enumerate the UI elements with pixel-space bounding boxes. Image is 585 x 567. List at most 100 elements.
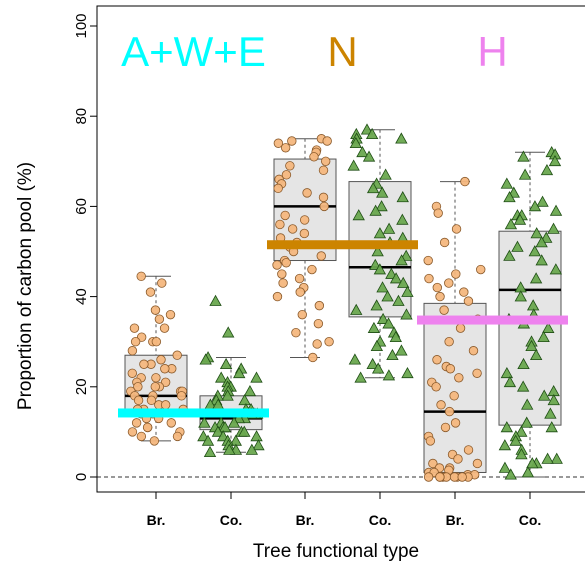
- data-point-broadleaf: [453, 454, 463, 464]
- data-point-broadleaf: [151, 337, 162, 347]
- data-point-conifer: [219, 357, 233, 370]
- data-point-conifer: [382, 222, 396, 234]
- data-point-broadleaf: [149, 436, 160, 446]
- data-point-conifer: [209, 294, 222, 306]
- data-point-conifer: [395, 344, 408, 356]
- data-point-broadleaf: [435, 472, 445, 482]
- points-layer: [126, 123, 563, 482]
- data-point-conifer: [386, 348, 399, 361]
- data-point-broadleaf: [145, 287, 156, 297]
- data-point-conifer: [382, 369, 396, 381]
- data-point-conifer: [503, 249, 516, 261]
- data-point-broadleaf: [146, 395, 157, 406]
- data-point-broadleaf: [285, 161, 295, 171]
- data-point-conifer: [500, 366, 514, 379]
- group-label: H: [477, 28, 507, 75]
- data-point-conifer: [516, 380, 530, 392]
- data-point-broadleaf: [172, 431, 183, 442]
- data-point-broadleaf: [127, 427, 138, 437]
- data-point-conifer: [545, 421, 558, 433]
- data-point-conifer: [238, 394, 251, 406]
- data-point-broadleaf: [439, 305, 449, 315]
- data-point-broadleaf: [439, 237, 450, 248]
- data-point-conifer: [518, 168, 532, 180]
- data-point-broadleaf: [160, 400, 171, 410]
- data-point-broadleaf: [129, 323, 140, 333]
- data-point-conifer: [370, 339, 384, 352]
- x-axis-label: Tree functional type: [253, 541, 419, 562]
- data-point-conifer: [392, 294, 405, 306]
- data-point-broadleaf: [472, 458, 483, 469]
- data-point-broadleaf: [460, 176, 470, 187]
- data-point-broadleaf: [278, 278, 288, 288]
- data-point-broadleaf: [280, 143, 291, 153]
- data-point-conifer: [544, 407, 557, 419]
- data-point-broadleaf: [139, 359, 149, 369]
- data-point-broadleaf: [449, 391, 459, 401]
- data-point-broadleaf: [150, 382, 160, 392]
- data-point-broadleaf: [324, 337, 334, 347]
- data-point-conifer: [503, 191, 516, 203]
- group-mean-bar: [417, 315, 568, 325]
- data-point-conifer: [397, 276, 410, 288]
- group-label: N: [327, 28, 357, 75]
- data-point-broadleaf: [287, 136, 297, 146]
- data-point-broadleaf: [172, 350, 182, 360]
- data-point-broadleaf: [423, 255, 433, 266]
- data-point-broadleaf: [444, 278, 454, 288]
- data-point-conifer: [365, 127, 379, 140]
- data-point-conifer: [547, 222, 560, 234]
- data-point-broadleaf: [476, 264, 486, 275]
- group-labels-layer: A+W+E N H: [121, 28, 508, 75]
- data-point-broadleaf: [432, 355, 442, 365]
- data-point-broadleaf: [451, 269, 461, 279]
- data-point-broadleaf: [176, 391, 187, 401]
- data-point-conifer: [238, 425, 251, 437]
- data-point-broadleaf: [424, 273, 434, 284]
- data-point-conifer: [347, 159, 360, 171]
- data-point-conifer: [401, 285, 414, 297]
- data-point-conifer: [352, 209, 365, 221]
- data-point-conifer: [498, 461, 512, 473]
- data-point-broadleaf: [159, 323, 170, 333]
- data-point-broadleaf: [281, 258, 291, 268]
- data-point-conifer: [504, 468, 517, 480]
- data-point-conifer: [252, 439, 265, 451]
- data-point-conifer: [245, 443, 259, 455]
- data-point-broadleaf: [312, 339, 322, 349]
- data-point-conifer: [530, 227, 543, 239]
- data-point-broadleaf: [433, 208, 443, 218]
- data-point-broadleaf: [309, 152, 319, 162]
- data-point-conifer: [250, 371, 263, 383]
- data-point-conifer: [525, 339, 538, 352]
- data-point-conifer: [218, 421, 232, 433]
- data-point-broadleaf: [280, 210, 290, 221]
- data-point-broadleaf: [273, 183, 283, 194]
- data-point-conifer: [376, 312, 390, 324]
- data-point-conifer: [550, 452, 563, 464]
- y-tick-label: 60: [73, 198, 90, 215]
- plot-frame: [96, 5, 585, 493]
- data-point-broadleaf: [459, 287, 469, 297]
- data-point-conifer: [517, 357, 530, 370]
- data-point-conifer: [203, 445, 217, 457]
- data-point-broadleaf: [318, 192, 329, 203]
- y-tick-label: 20: [73, 378, 90, 395]
- data-point-conifer: [500, 177, 514, 189]
- data-point-conifer: [549, 263, 563, 275]
- y-tick-label: 80: [73, 108, 90, 125]
- data-point-conifer: [227, 416, 241, 428]
- x-tick-label: Co.: [369, 512, 392, 528]
- data-point-conifer: [349, 136, 363, 149]
- axes-layer: 0 20 40 60 80 100 Br. Co. Br. Co. Br. Co.: [73, 5, 585, 528]
- data-point-conifer: [514, 290, 527, 302]
- data-point-broadleaf: [457, 472, 467, 482]
- data-point-broadleaf: [151, 373, 161, 383]
- data-point-conifer: [541, 452, 554, 464]
- data-point-conifer: [535, 236, 548, 248]
- x-tick-label: Br.: [446, 512, 465, 528]
- data-point-conifer: [535, 254, 548, 266]
- data-point-broadleaf: [444, 406, 455, 417]
- data-point-conifer: [500, 421, 514, 433]
